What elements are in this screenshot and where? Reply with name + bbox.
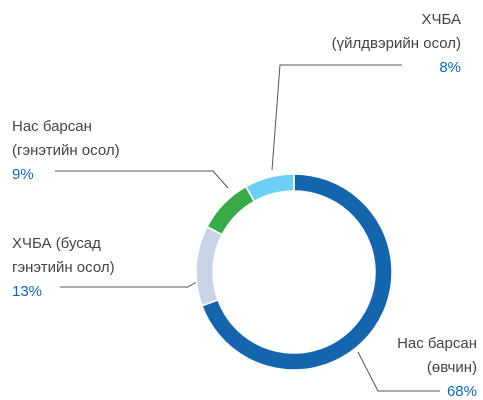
leader-line: [271, 64, 402, 171]
donut-segment: [195, 225, 224, 307]
leader-line: [357, 351, 440, 392]
category-label: (өвчин): [427, 359, 477, 376]
value-label: 8%: [439, 59, 461, 76]
category-label: (гэнэтийн осол): [12, 142, 120, 159]
category-label: ХЧБА: [421, 11, 461, 28]
category-label: гэнэтийн осол): [12, 259, 115, 276]
value-label: 13%: [12, 283, 42, 300]
donut-segment: [244, 173, 295, 203]
category-label: Нас барсан: [12, 118, 92, 135]
donut-segment: [206, 185, 256, 236]
leader-line: [55, 170, 229, 189]
value-label: 68%: [447, 383, 477, 400]
value-label: 9%: [12, 166, 34, 183]
category-label: (үйлдвэрийн осол): [332, 35, 461, 52]
leader-line: [60, 280, 199, 288]
category-label: ХЧБА (бусад: [12, 235, 101, 252]
category-label: Нас барсан: [397, 335, 477, 352]
